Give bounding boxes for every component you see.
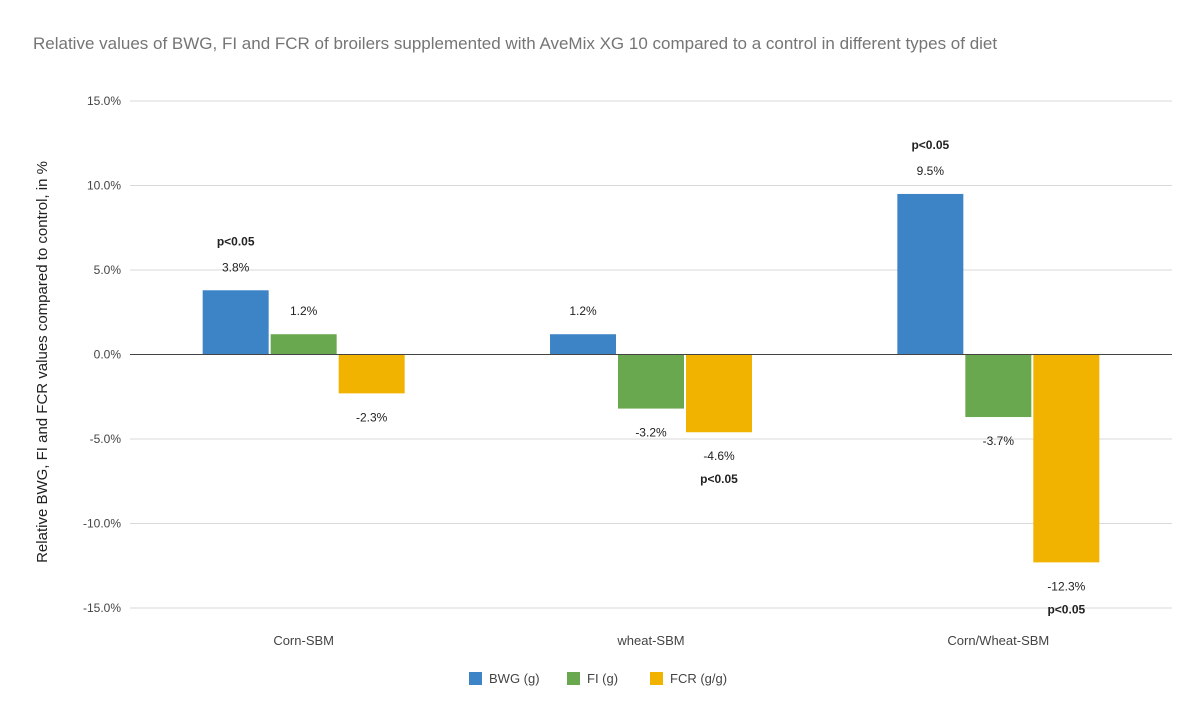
data-label: 9.5% — [917, 164, 945, 178]
y-tick-label: -15.0% — [83, 601, 121, 615]
y-axis-ticks: 15.0% 10.0% 5.0% 0.0% -5.0% -10.0% -15.0% — [83, 94, 121, 615]
data-labels: 3.8% p<0.05 1.2% -2.3% 1.2% -3.2% -4.6% p<0.05 9… — [217, 138, 1086, 616]
data-label: -2.3% — [356, 410, 388, 424]
bar — [965, 354, 1032, 418]
bar — [897, 193, 964, 355]
y-tick-label: 10.0% — [87, 179, 121, 193]
bar — [686, 354, 752, 433]
y-tick-label: -5.0% — [90, 432, 122, 446]
y-tick-label: 15.0% — [87, 94, 121, 108]
data-label: -3.2% — [635, 426, 667, 440]
significance-label: p<0.05 — [700, 472, 738, 486]
y-tick-label: -10.0% — [83, 517, 121, 531]
legend-label: FI (g) — [587, 671, 618, 686]
bar — [338, 354, 405, 394]
bar — [618, 354, 684, 409]
bar — [550, 334, 616, 355]
significance-label: p<0.05 — [1047, 602, 1085, 616]
data-label: -4.6% — [703, 449, 735, 463]
x-tick-label: Corn-SBM — [273, 633, 334, 648]
bars — [202, 193, 1100, 563]
chart-title: Relative values of BWG, FI and FCR of br… — [33, 34, 997, 53]
bar — [202, 290, 269, 355]
y-axis-label: Relative BWG, FI and FCR values compared… — [34, 161, 51, 563]
significance-label: p<0.05 — [911, 138, 949, 152]
data-label: 3.8% — [222, 260, 250, 274]
x-tick-label: wheat-SBM — [616, 633, 684, 648]
bar — [1033, 354, 1100, 563]
data-label: 1.2% — [569, 304, 597, 318]
y-tick-label: 5.0% — [94, 263, 122, 277]
x-tick-label: Corn/Wheat-SBM — [947, 633, 1049, 648]
legend: BWG (g) FI (g) FCR (g/g) — [469, 671, 727, 686]
legend-label: FCR (g/g) — [670, 671, 727, 686]
data-label: -3.7% — [983, 434, 1015, 448]
significance-label: p<0.05 — [217, 234, 255, 248]
legend-swatch — [469, 672, 482, 685]
legend-label: BWG (g) — [489, 671, 540, 686]
legend-swatch — [650, 672, 663, 685]
legend-swatch — [567, 672, 580, 685]
x-axis-ticks: Corn-SBM wheat-SBM Corn/Wheat-SBM — [273, 633, 1049, 648]
bar — [270, 334, 337, 355]
gridlines — [130, 100, 1172, 609]
data-label: 1.2% — [290, 304, 318, 318]
data-label: -12.3% — [1047, 579, 1085, 593]
y-tick-label: 0.0% — [94, 348, 122, 362]
